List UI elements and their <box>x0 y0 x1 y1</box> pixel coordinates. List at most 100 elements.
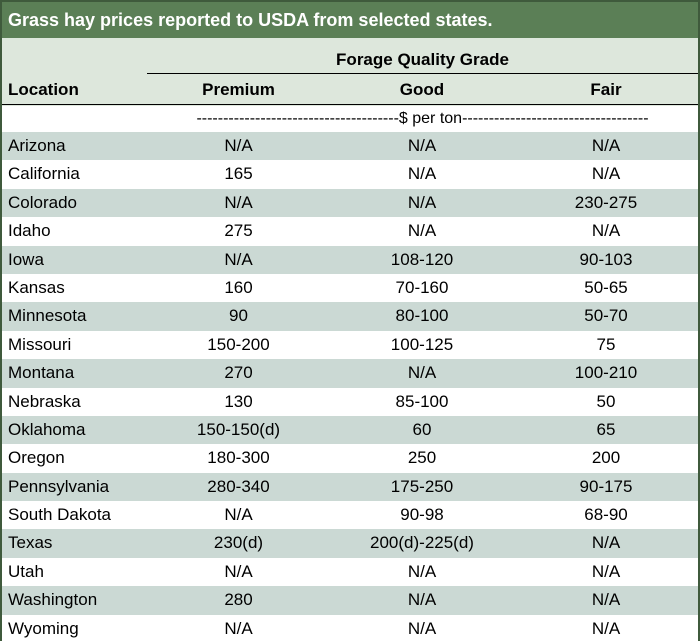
table-row: Colorado N/A N/A 230-275 <box>2 188 698 218</box>
premium-cell: N/A <box>224 618 253 638</box>
table-row: Nebraska 130 85-100 50 <box>2 387 698 416</box>
table-row: Washington 280 N/A N/A <box>2 586 698 615</box>
location-cell: Montana <box>8 363 75 383</box>
premium-cell: 130 <box>224 391 253 411</box>
good-cell: N/A <box>407 164 437 184</box>
location-cell: Colorado <box>8 192 77 212</box>
group-header-rule <box>147 73 698 74</box>
good-cell: 90-98 <box>400 505 444 525</box>
column-header-premium: Premium <box>202 80 275 99</box>
location-cell: Pennsylvania <box>8 476 110 496</box>
premium-cell: 280-340 <box>207 476 270 496</box>
location-cell: Nebraska <box>8 391 81 411</box>
table-row: Arizona N/A N/A N/A <box>2 132 698 161</box>
premium-cell: 165 <box>224 164 253 184</box>
fair-cell: 100-210 <box>574 363 638 383</box>
premium-cell: 270 <box>224 363 253 383</box>
premium-cell: N/A <box>224 136 253 155</box>
premium-cell: 90 <box>229 306 248 326</box>
premium-cell: N/A <box>224 249 253 269</box>
location-cell: California <box>8 164 80 184</box>
location-cell: Washington <box>8 590 98 610</box>
good-cell: N/A <box>407 221 437 241</box>
fair-cell: N/A <box>591 590 621 610</box>
premium-cell: 280 <box>224 590 253 610</box>
good-cell: N/A <box>407 561 437 581</box>
column-header-location: Location <box>8 80 79 99</box>
location-cell: Iowa <box>8 249 44 269</box>
table-row: California 165 N/A N/A <box>2 160 698 189</box>
premium-cell: 150-200 <box>207 334 270 354</box>
premium-cell: N/A <box>224 192 253 212</box>
fair-cell: N/A <box>591 533 621 553</box>
location-cell: Utah <box>8 561 44 581</box>
premium-cell: N/A <box>224 561 253 581</box>
good-cell: N/A <box>407 136 437 155</box>
premium-cell: 180-300 <box>207 448 270 468</box>
good-cell: 108-120 <box>390 249 454 269</box>
location-cell: Missouri <box>8 334 72 354</box>
group-header: Forage Quality Grade <box>336 50 509 69</box>
table-row: Pennsylvania 280-340 175-250 90-175 <box>2 472 698 502</box>
fair-cell: N/A <box>591 164 621 184</box>
location-cell: Minnesota <box>8 306 87 326</box>
good-cell: 80-100 <box>395 306 449 326</box>
table-row: Idaho 275 N/A N/A <box>2 217 698 246</box>
location-cell: Texas <box>8 533 53 553</box>
good-cell: 60 <box>412 419 432 439</box>
table-body: Arizona N/A N/A N/A California 165 N/A N/A Color… <box>2 132 698 643</box>
table-row: Minnesota 90 80-100 50-70 <box>2 302 698 331</box>
table-row: Wyoming N/A N/A N/A <box>2 614 698 643</box>
location-cell: South Dakota <box>8 505 112 525</box>
fair-cell: N/A <box>591 136 621 155</box>
table-row: Montana 270 N/A 100-210 <box>2 359 698 388</box>
fair-cell: N/A <box>591 561 621 581</box>
table-row: Texas 230(d) 200(d)-225(d) N/A <box>2 529 698 558</box>
column-header-good: Good <box>399 80 445 99</box>
good-cell: N/A <box>407 590 437 610</box>
good-cell: N/A <box>407 192 437 212</box>
table-row: Oklahoma 150-150(d) 60 65 <box>2 415 698 445</box>
header-rule <box>2 104 698 105</box>
location-cell: Oregon <box>8 448 65 468</box>
location-cell: Arizona <box>8 136 66 155</box>
good-cell: 200(d)-225(d) <box>370 533 474 553</box>
good-cell: 100-125 <box>390 334 454 354</box>
fair-cell: 50 <box>596 391 616 411</box>
table-header <box>2 38 698 106</box>
fair-cell: 90-103 <box>579 249 633 269</box>
fair-cell: 90-175 <box>579 476 633 496</box>
fair-cell: 75 <box>596 334 616 354</box>
table-row: Kansas 160 70-160 50-65 <box>2 273 698 303</box>
fair-cell: N/A <box>591 221 621 241</box>
table-row: Iowa N/A 108-120 90-103 <box>2 245 698 274</box>
column-header-fair: Fair <box>590 80 622 99</box>
premium-cell: 150-150(d) <box>196 419 281 439</box>
location-cell: Idaho <box>8 221 51 241</box>
fair-cell: N/A <box>591 618 621 638</box>
fair-cell: 50-70 <box>584 306 628 326</box>
good-cell: 85-100 <box>395 391 449 411</box>
location-cell: Oklahoma <box>8 419 86 439</box>
premium-cell: 275 <box>224 221 253 241</box>
fair-cell: 200 <box>591 448 621 468</box>
fair-cell: 68-90 <box>584 505 628 525</box>
table-row: South Dakota N/A 90-98 68-90 <box>2 501 698 530</box>
fair-cell: 230-275 <box>574 192 638 212</box>
fair-cell: 65 <box>596 419 616 439</box>
premium-cell: 160 <box>224 277 253 297</box>
good-cell: 175-250 <box>390 476 454 496</box>
location-cell: Wyoming <box>8 618 79 638</box>
location-cell: Kansas <box>8 277 65 297</box>
table-row: Utah N/A N/A N/A <box>2 557 698 587</box>
good-cell: N/A <box>407 618 437 638</box>
good-cell: 250 <box>407 448 437 468</box>
unit-label: --------------------------------------$ … <box>196 110 649 127</box>
premium-cell: N/A <box>224 505 253 525</box>
fair-cell: 50-65 <box>584 277 628 297</box>
premium-cell: 230(d) <box>213 533 264 553</box>
table-row: Missouri 150-200 100-125 75 <box>2 330 698 360</box>
table-row: Oregon 180-300 250 200 <box>2 444 698 473</box>
good-cell: 70-160 <box>395 277 449 297</box>
